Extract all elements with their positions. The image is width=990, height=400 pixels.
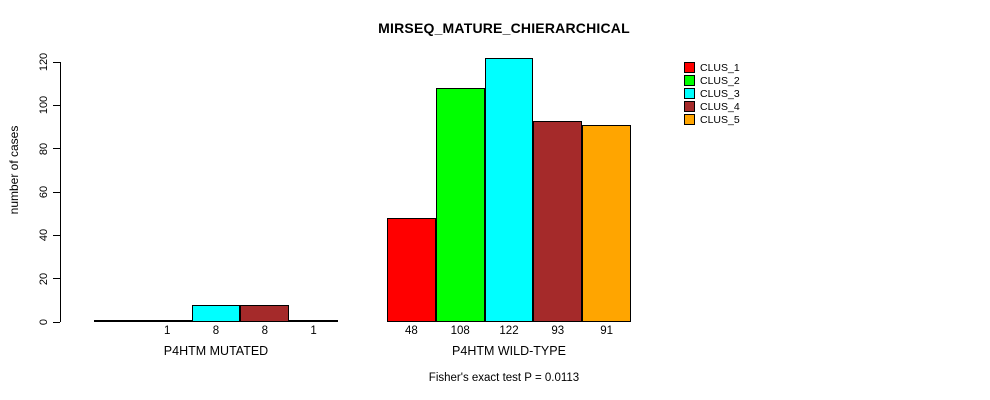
bar-clus_4-group1: [240, 304, 290, 322]
y-tick-label: 60: [38, 185, 50, 199]
plot-area: 0 20 40 60 80 100 120 48 1 108 8 122 8 93 1 91 P4HTM MUT…: [38, 53, 949, 358]
legend-swatch-clus_5: [684, 114, 695, 125]
bar-value-label: 93: [551, 325, 565, 337]
bar-value-label: 8: [261, 325, 268, 337]
bar-value-label: 8: [212, 325, 220, 337]
legend-label: CLUS_4: [700, 100, 740, 113]
bar-value-label: 1: [163, 325, 171, 337]
legend-item-clus_2: CLUS_2: [684, 74, 740, 87]
bar-clus_2-group1: [142, 319, 192, 322]
bar-value-label: 91: [600, 325, 613, 337]
y-tick: [53, 191, 60, 193]
legend-item-clus_4: CLUS_4: [684, 100, 740, 113]
legend-swatch-clus_3: [684, 88, 695, 99]
bar-value-label: 108: [450, 325, 470, 337]
y-tick-label: 120: [38, 52, 50, 72]
y-tick: [53, 61, 60, 63]
legend: CLUS_1 CLUS_2 CLUS_3 CLUS_4 CLUS_5: [684, 61, 740, 126]
bar-clus_3-group1: [191, 304, 241, 322]
y-tick-label: 40: [38, 229, 50, 242]
legend-item-clus_3: CLUS_3: [684, 87, 740, 100]
y-tick: [53, 234, 60, 236]
bar-clus_1-group1: [94, 320, 143, 322]
legend-swatch-clus_4: [684, 101, 695, 112]
legend-swatch-clus_2: [684, 75, 695, 86]
y-tick-label: 20: [38, 272, 50, 285]
y-tick: [53, 321, 60, 323]
bar-value-label: 1: [310, 325, 317, 337]
bar-clus_3-group2: [484, 57, 534, 322]
legend-label: CLUS_2: [700, 74, 740, 87]
group-label-2: P4HTM WILD-TYPE: [452, 344, 566, 358]
bar-value-label: 122: [499, 325, 519, 337]
fisher-test-annotation: Fisher's exact test P = 0.0113: [428, 372, 580, 384]
y-tick: [53, 148, 60, 150]
legend-item-clus_1: CLUS_1: [684, 61, 740, 74]
bar-clus_5-group2: [582, 124, 631, 322]
legend-swatch-clus_1: [684, 62, 695, 73]
bar-clus_4-group2: [533, 120, 583, 322]
legend-label: CLUS_3: [700, 87, 740, 100]
legend-label: CLUS_1: [700, 61, 740, 74]
y-tick-label: 80: [38, 142, 50, 155]
bar-clus_1-group2: [387, 218, 436, 322]
y-tick: [53, 278, 60, 280]
y-tick-label: 0: [38, 318, 50, 326]
legend-item-clus_5: CLUS_5: [684, 113, 740, 126]
bar-clus_2-group2: [435, 88, 485, 322]
group-label-1: P4HTM MUTATED: [163, 344, 269, 358]
bar-clus_5-group1: [289, 319, 338, 322]
y-axis-title: number of cases: [7, 125, 21, 215]
y-tick: [53, 104, 60, 106]
chart-title: MIRSEQ_MATURE_CHIERARCHICAL: [378, 20, 630, 36]
y-tick-label: 100: [38, 96, 50, 115]
legend-label: CLUS_5: [700, 113, 740, 126]
bar-value-label: 48: [404, 325, 418, 337]
